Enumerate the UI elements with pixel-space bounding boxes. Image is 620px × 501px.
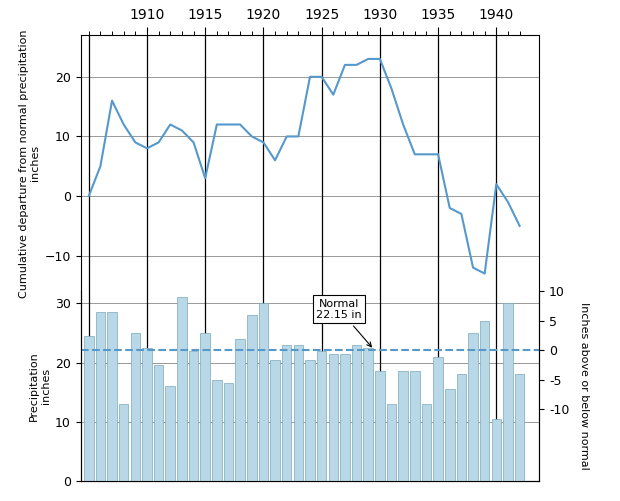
Bar <box>456 374 466 481</box>
Bar <box>317 351 326 481</box>
Bar <box>433 357 443 481</box>
Bar <box>410 371 420 481</box>
Bar <box>236 339 245 481</box>
Bar <box>188 351 198 481</box>
Bar <box>107 312 117 481</box>
Bar <box>363 348 373 481</box>
Y-axis label: Inches above or below normal: Inches above or below normal <box>579 302 589 470</box>
Bar <box>131 333 140 481</box>
Bar <box>352 345 361 481</box>
Y-axis label: Cumulative departure from normal precipitation
inches: Cumulative departure from normal precipi… <box>19 29 40 298</box>
Bar <box>480 321 489 481</box>
Bar <box>515 374 525 481</box>
Bar <box>95 312 105 481</box>
Bar <box>247 315 257 481</box>
Bar <box>294 345 303 481</box>
Bar <box>305 360 315 481</box>
Bar <box>282 345 291 481</box>
Bar <box>422 404 432 481</box>
Bar <box>340 354 350 481</box>
Bar <box>142 348 152 481</box>
Bar <box>329 354 338 481</box>
Bar <box>212 380 221 481</box>
Bar <box>200 333 210 481</box>
Bar <box>375 371 384 481</box>
Bar <box>270 360 280 481</box>
Bar <box>399 371 408 481</box>
Bar <box>503 303 513 481</box>
Bar <box>224 383 233 481</box>
Bar <box>445 389 454 481</box>
Bar <box>387 404 396 481</box>
Bar <box>177 298 187 481</box>
Bar <box>259 303 268 481</box>
Bar <box>154 366 164 481</box>
Bar <box>492 419 501 481</box>
Bar <box>468 333 478 481</box>
Bar <box>84 336 94 481</box>
Bar <box>166 386 175 481</box>
Text: Normal
22.15 in: Normal 22.15 in <box>316 299 371 347</box>
Y-axis label: Precipitation
inches: Precipitation inches <box>29 351 51 421</box>
Bar <box>119 404 128 481</box>
